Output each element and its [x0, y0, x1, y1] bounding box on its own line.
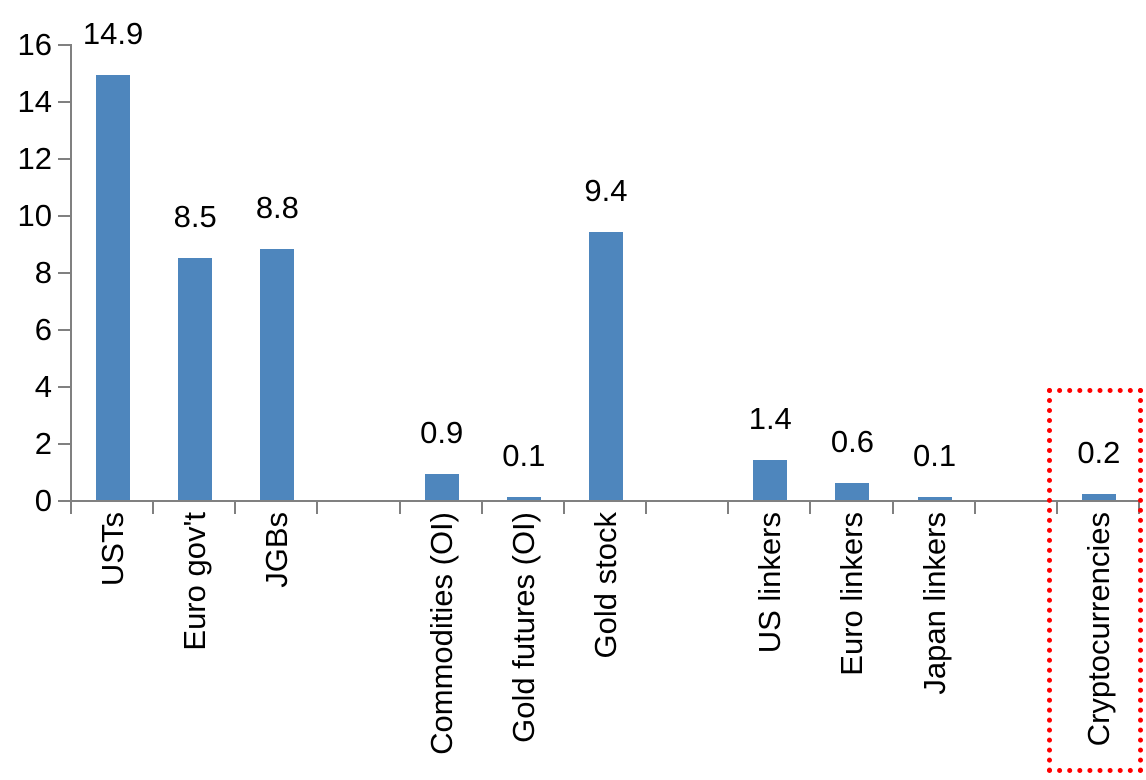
bar-value-label: 0.9	[420, 415, 464, 451]
y-tick-label: 10	[17, 198, 52, 233]
category-label-text: Japan linkers	[916, 512, 952, 695]
bar-value-label: 8.5	[173, 198, 217, 234]
y-tick-label: 6	[34, 312, 52, 347]
y-tick	[58, 500, 70, 502]
x-tick	[891, 502, 894, 514]
y-tick	[58, 215, 70, 217]
y-tick	[58, 158, 70, 160]
category-label: US linkers	[748, 512, 792, 653]
bar	[178, 257, 213, 500]
bar	[96, 75, 131, 500]
bar-value-label: 0.2	[1077, 435, 1121, 471]
category-label-text: Euro linkers	[834, 512, 870, 676]
x-tick	[645, 502, 648, 514]
x-tick	[562, 502, 565, 514]
y-tick-label: 12	[17, 141, 52, 176]
x-tick	[234, 502, 237, 514]
category-label: USTs	[91, 512, 135, 586]
y-tick-label: 8	[34, 255, 52, 290]
x-axis-line	[70, 500, 1140, 502]
category-label-text: US linkers	[752, 512, 788, 654]
y-axis-line	[70, 44, 72, 502]
x-tick	[152, 502, 155, 514]
y-tick	[58, 272, 70, 274]
bar-value-label: 1.4	[748, 401, 792, 437]
x-tick	[316, 502, 319, 514]
x-tick	[70, 502, 72, 514]
bar	[260, 249, 295, 500]
bar	[835, 482, 870, 500]
category-label-text: JGBs	[259, 512, 295, 588]
bar	[506, 497, 541, 500]
x-tick	[398, 502, 401, 514]
x-tick	[480, 502, 483, 514]
bar	[1081, 494, 1116, 500]
x-tick	[1055, 502, 1058, 514]
bar	[917, 497, 952, 500]
category-label: Commodities (OI)	[420, 512, 464, 755]
y-tick-label: 2	[34, 426, 52, 461]
bar-value-label: 0.1	[502, 438, 546, 474]
category-label-text: USTs	[95, 512, 131, 587]
category-label: JGBs	[255, 512, 299, 588]
y-tick	[58, 329, 70, 331]
y-tick	[58, 44, 70, 46]
category-label-text: Euro gov't	[177, 512, 213, 651]
bar	[753, 460, 788, 500]
bar-value-label: 0.1	[913, 438, 957, 474]
x-tick	[809, 502, 812, 514]
y-tick	[58, 443, 70, 445]
highlight-box	[1046, 388, 1143, 773]
y-tick-label: 14	[17, 84, 52, 119]
y-tick-label: 0	[34, 483, 52, 518]
y-tick-label: 16	[17, 27, 52, 62]
y-tick	[58, 101, 70, 103]
bar	[424, 474, 459, 500]
y-tick-label: 4	[34, 369, 52, 404]
category-label-text: Gold futures (OI)	[505, 512, 541, 743]
bar-value-label: 14.9	[82, 16, 144, 52]
bar-value-label: 0.6	[830, 423, 874, 459]
bar	[588, 232, 623, 500]
x-tick	[727, 502, 730, 514]
x-tick	[973, 502, 976, 514]
bar-value-label: 9.4	[584, 173, 628, 209]
category-label: Japan linkers	[913, 512, 957, 695]
category-label: Gold stock	[584, 512, 628, 658]
y-tick	[58, 386, 70, 388]
category-label: Euro gov't	[173, 512, 217, 651]
category-label: Gold futures (OI)	[502, 512, 546, 743]
category-label: Euro linkers	[830, 512, 874, 676]
bar-value-label: 8.8	[255, 190, 299, 226]
category-label-text: Gold stock	[587, 512, 623, 659]
category-label-text: Commodities (OI)	[423, 512, 459, 755]
